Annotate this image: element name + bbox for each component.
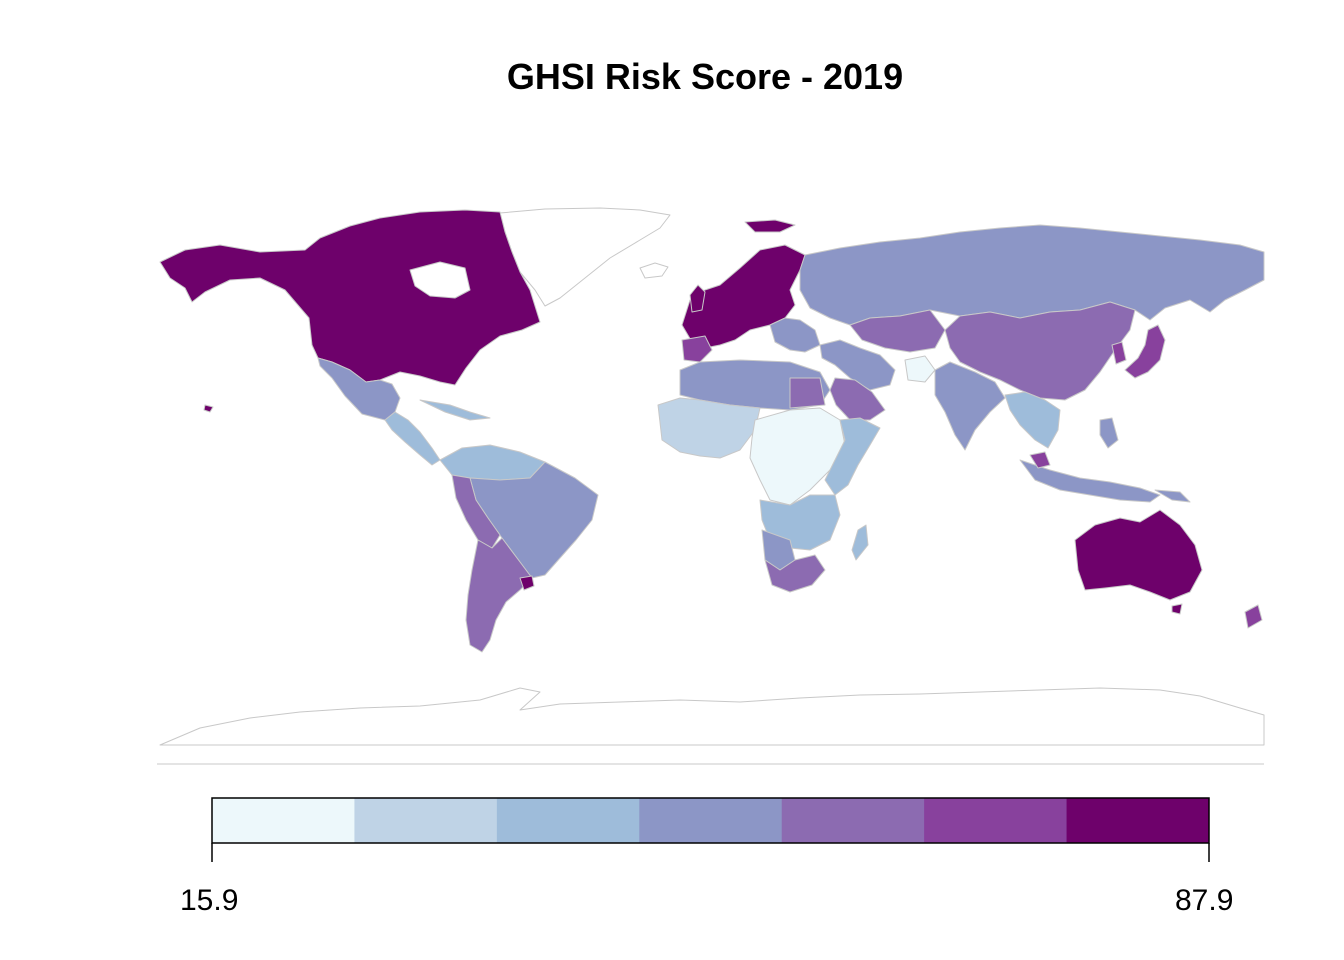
region-hawaii: [203, 404, 214, 413]
region-new-zealand: [1244, 604, 1263, 629]
region-central-africa: [749, 407, 846, 506]
region-japan: [1124, 324, 1166, 379]
region-uruguay: [519, 575, 535, 591]
region-west-africa: [657, 397, 761, 459]
region-indonesia: [1019, 459, 1161, 503]
legend-color-bar: [212, 798, 1210, 843]
region-andes: [451, 474, 501, 549]
region-east-africa: [824, 417, 881, 496]
page-title: GHSI Risk Score - 2019: [506, 56, 904, 97]
legend-frame: [211, 797, 1210, 844]
legend-bin-5: [781, 798, 925, 843]
region-north-america: [159, 209, 541, 386]
region-eastern-europe: [769, 317, 821, 353]
region-middle-east: [819, 339, 896, 391]
region-kazakhstan: [849, 309, 946, 353]
region-egypt: [789, 377, 826, 409]
region-tasmania: [1171, 603, 1183, 615]
region-south-africa: [764, 554, 826, 593]
legend-min-label: 15.9: [180, 884, 239, 917]
legend-bin-7: [1066, 798, 1210, 843]
region-iceland: [639, 262, 669, 279]
region-australia: [1074, 509, 1203, 601]
region-uk: [689, 284, 706, 313]
water-hudson-bay: [409, 261, 471, 299]
region-philippines: [1099, 417, 1119, 449]
region-southern-cone: [465, 537, 533, 653]
region-western-europe: [681, 244, 806, 349]
legend-bin-4: [639, 798, 783, 843]
region-korea: [1111, 341, 1127, 365]
region-southeast-asia: [1004, 391, 1061, 449]
legend-bin-1: [212, 798, 355, 843]
region-india: [934, 361, 1006, 451]
region-afghanistan: [904, 355, 936, 383]
region-mexico: [317, 357, 401, 421]
region-madagascar: [851, 524, 869, 561]
region-png: [1154, 489, 1191, 503]
region-central-america: [384, 411, 441, 466]
region-svalbard: [744, 219, 796, 233]
legend-max-label: 87.9: [1175, 884, 1234, 917]
region-antarctica: [159, 687, 1265, 746]
legend-bin-2: [354, 798, 498, 843]
region-iberia: [681, 335, 713, 363]
region-saudi-arabia: [829, 377, 886, 421]
legend-bin-6: [924, 798, 1068, 843]
region-russia: [799, 224, 1265, 326]
region-malaysia: [1029, 451, 1051, 469]
legend-bin-3: [496, 798, 640, 843]
region-china: [944, 301, 1136, 401]
region-caribbean: [419, 399, 491, 421]
region-northern-south-america: [439, 444, 546, 481]
